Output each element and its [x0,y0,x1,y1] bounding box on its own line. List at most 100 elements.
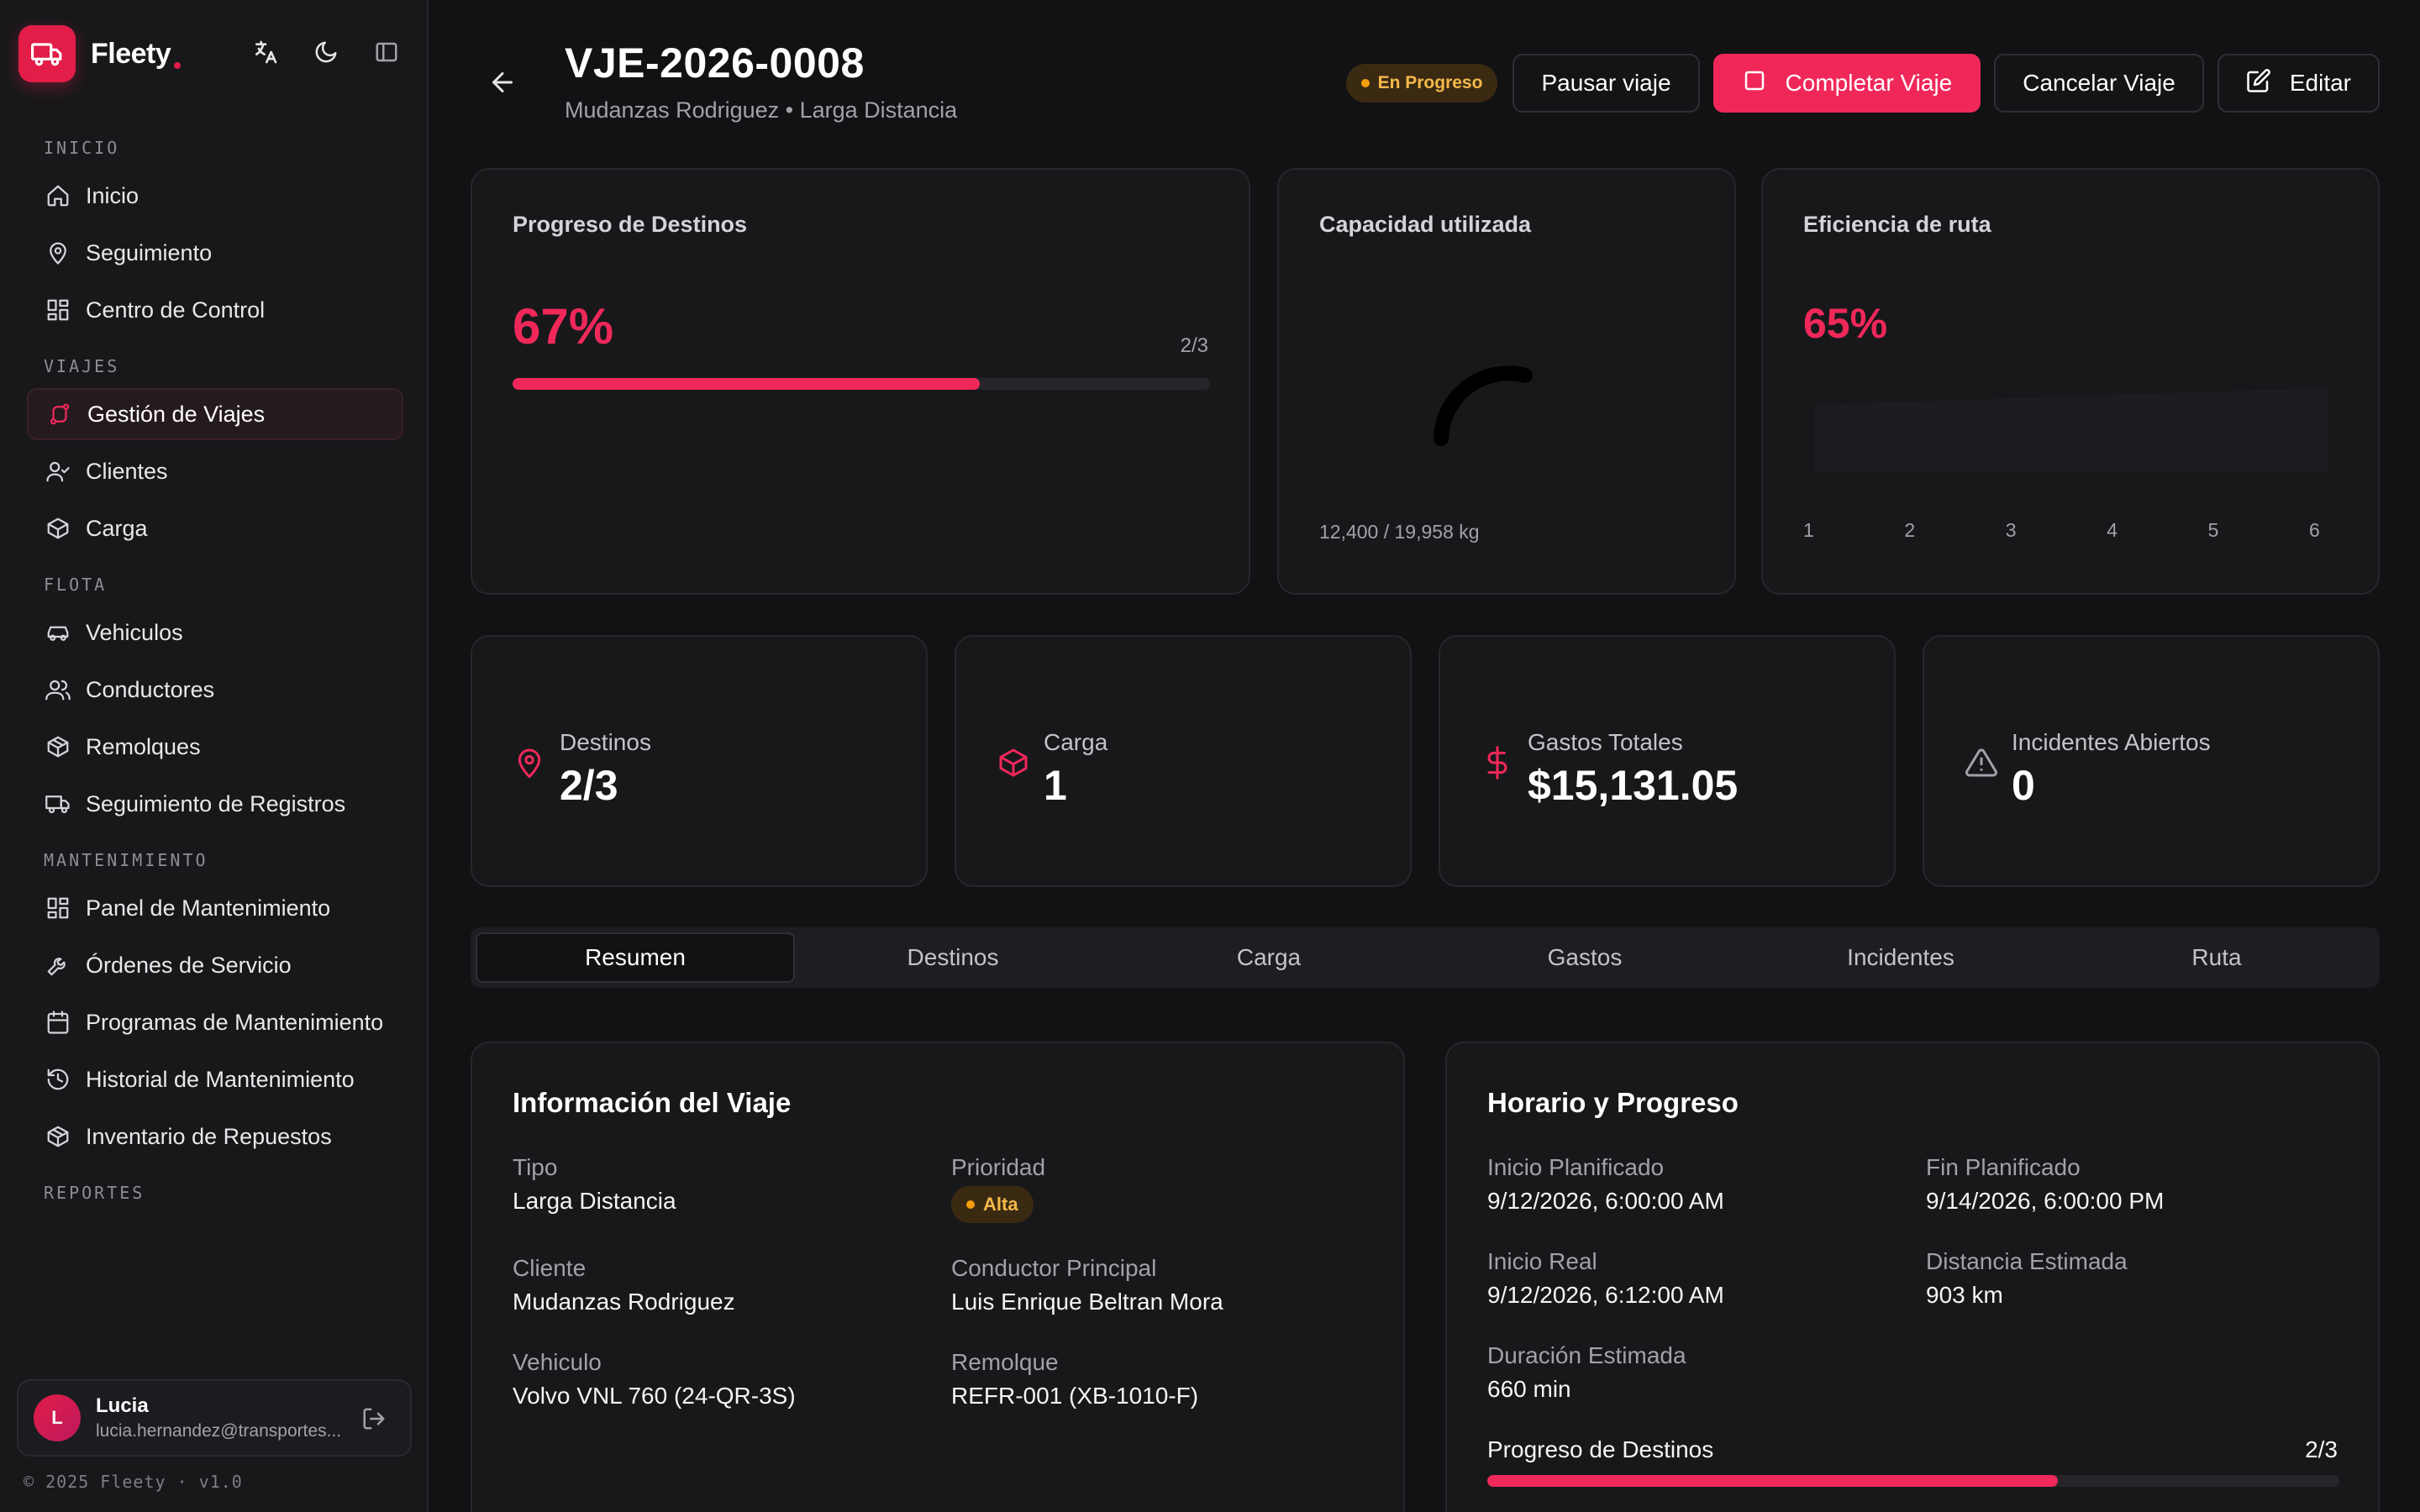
sidebar-toggle-icon[interactable] [371,37,402,67]
calendar-icon [44,1008,72,1037]
vehicle-value: Volvo VNL 760 (24-QR-3S) [513,1383,796,1409]
pause-trip-button[interactable]: Pausar viaje [1512,54,1700,113]
nav-section-title: INICIO [44,138,120,158]
sidebar-item-remolques[interactable]: Remolques [27,721,403,773]
nav-section-title: FLOTA [44,575,108,595]
package-icon [44,514,72,543]
sidebar-item-clientes[interactable]: Clientes [27,445,403,497]
map-pin-icon [44,239,72,267]
sidebar-item-label: Centro de Control [86,297,266,323]
cancel-trip-button[interactable]: Cancelar Viaje [1994,54,2204,113]
back-arrow-icon[interactable] [487,67,518,102]
sidebar-item-label: Remolques [86,733,201,759]
sidebar-item-inventario-de-repuestos[interactable]: Inventario de Repuestos [27,1110,403,1163]
schedule-card: Horario y Progreso Inicio Planificado 9/… [1445,1042,2380,1512]
stat-card: Carga 1 [955,635,1412,887]
efficiency-percent: 65% [1803,300,1888,347]
history-icon [44,1065,72,1094]
schedule-progress-bar-fill [1487,1475,2059,1487]
sidebar-item-conductores[interactable]: Conductores [27,664,403,716]
sidebar-item-label: Órdenes de Servicio [86,952,292,978]
actual-start-value: 9/12/2026, 6:12:00 AM [1487,1282,1724,1308]
sidebar-item-panel-de-mantenimiento[interactable]: Panel de Mantenimiento [27,882,403,934]
sidebar-item-label: Panel de Mantenimiento [86,895,331,921]
sidebar-item-label: Programas de Mantenimiento [86,1009,384,1035]
tab-resumen[interactable]: Resumen [476,932,795,983]
card-title: Capacidad utilizada [1319,212,1532,237]
alert-triangle-icon [1965,746,1998,784]
sidebar-nav: INICIO Inicio Seguimiento Centro de Control… [27,118,403,1215]
duration-label: Duración Estimada [1487,1342,1686,1368]
sidebar-item-seguimiento[interactable]: Seguimiento [27,227,403,279]
stat-value: 1 [1044,762,1067,809]
trailer-value: REFR-001 (XB-1010-F) [951,1383,1199,1409]
x-tick-label: 1 [1803,519,1814,541]
user-info: Lucia lucia.hernandez@transportes... [96,1394,341,1441]
sidebar-item-órdenes-de-servicio[interactable]: Órdenes de Servicio [27,939,403,991]
client-value: Mudanzas Rodriguez [513,1289,735,1315]
sidebar-item-carga[interactable]: Carga [27,502,403,554]
user-name: Lucia [96,1394,149,1417]
box-icon [44,1122,72,1151]
moon-icon[interactable] [311,37,341,67]
sidebar-item-label: Historial de Mantenimiento [86,1066,355,1092]
tab-destinos[interactable]: Destinos [907,944,999,970]
sidebar-item-seguimiento-de-registros[interactable]: Seguimiento de Registros [27,778,403,830]
translate-icon[interactable] [250,37,281,67]
stat-label: Gastos Totales [1528,729,1683,755]
x-tick-label: 3 [2005,519,2017,541]
stat-label: Incidentes Abiertos [2012,729,2211,755]
stat-card: Incidentes Abiertos 0 [1923,635,2380,887]
tab-incidentes[interactable]: Incidentes [1847,944,1954,970]
stat-value: $15,131.05 [1528,762,1739,809]
schedule-progress-count: 2/3 [2305,1436,2338,1462]
sidebar-item-label: Gestión de Viajes [87,401,266,427]
type-value: Larga Distancia [513,1188,676,1214]
distance-value: 903 km [1926,1282,2003,1308]
sidebar-item-centro-de-control[interactable]: Centro de Control [27,284,403,336]
route-icon [45,400,74,428]
capacity-gauge [1434,365,1533,446]
sidebar-item-inicio[interactable]: Inicio [27,170,403,222]
progress-bar-fill [513,378,981,390]
trailer-label: Remolque [951,1349,1059,1375]
stat-card: Destinos 2/3 [471,635,928,887]
sidebar-item-programas-de-mantenimiento[interactable]: Programas de Mantenimiento [27,996,403,1048]
complete-trip-button[interactable]: Completar Viaje [1712,54,1981,113]
efficiency-area-chart [1815,388,2328,472]
tab-ruta[interactable]: Ruta [2191,944,2242,970]
card-title: Eficiencia de ruta [1803,212,1991,237]
nav-section-title: VIAJES [44,356,120,376]
sidebar-item-gestión-de-viajes[interactable]: Gestión de Viajes [27,388,403,440]
section-title: Información del Viaje [513,1087,792,1118]
planned-start-value: 9/12/2026, 6:00:00 AM [1487,1188,1724,1214]
detail-tabs: Resumen Destinos Carga Gastos Incidentes Ruta [471,927,2380,988]
map-pin-icon [513,746,546,784]
sidebar-item-label: Inicio [86,182,139,208]
tab-gastos[interactable]: Gastos [1547,944,1623,970]
home-icon [44,181,72,210]
planned-end-label: Fin Planificado [1926,1154,2081,1180]
destination-progress-card: Progreso de Destinos 67% 2/3 [471,168,1250,595]
x-tick-label: 6 [2309,519,2320,541]
page-subtitle: Mudanzas Rodriguez • Larga Distancia [565,97,958,123]
duration-value: 660 min [1487,1376,1571,1402]
truck-logo-icon [18,25,76,82]
users-icon [44,675,72,704]
car-icon [44,618,72,647]
sidebar-item-historial-de-mantenimiento[interactable]: Historial de Mantenimiento [27,1053,403,1105]
sidebar-item-vehiculos[interactable]: Vehiculos [27,606,403,659]
stat-value: 0 [2012,762,2035,809]
edit-button[interactable]: Editar [2217,54,2380,113]
brand[interactable]: Fleety [18,25,182,82]
user-card[interactable]: L Lucia lucia.hernandez@transportes... [17,1379,412,1457]
planned-start-label: Inicio Planificado [1487,1154,1665,1180]
progress-percent: 67% [513,298,614,354]
user-email: lucia.hernandez@transportes... [96,1421,342,1441]
driver-value: Luis Enrique Beltran Mora [951,1289,1223,1315]
logout-icon[interactable] [361,1406,387,1436]
tab-carga[interactable]: Carga [1236,944,1302,970]
trip-info-card: Información del Viaje Tipo Larga Distanc… [471,1042,1405,1512]
x-tick-label: 2 [1904,519,1916,541]
section-title: Horario y Progreso [1487,1087,1739,1118]
